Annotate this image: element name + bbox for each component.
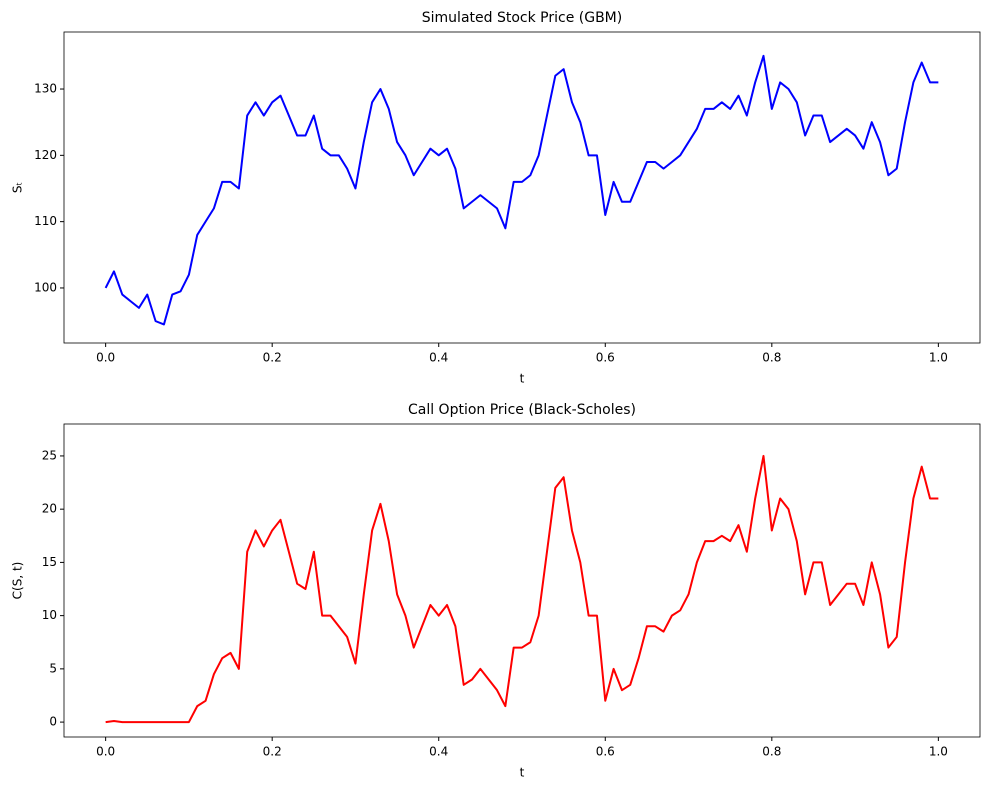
y-tick-label: 110 xyxy=(34,214,57,228)
x-tick-label: 0.8 xyxy=(762,351,781,365)
x-tick-label: 0.4 xyxy=(429,745,448,759)
x-tick-label: 0.0 xyxy=(96,351,115,365)
x-axis-label: t xyxy=(520,372,525,386)
y-tick-label: 120 xyxy=(34,148,57,162)
y-tick-label: 20 xyxy=(42,502,57,516)
y-tick-label: 10 xyxy=(42,608,57,622)
x-tick-label: 1.0 xyxy=(929,745,948,759)
x-tick-label: 0.0 xyxy=(96,745,115,759)
y-tick-label: 5 xyxy=(49,661,57,675)
x-tick-label: 1.0 xyxy=(929,351,948,365)
y-tick-label: 25 xyxy=(42,448,57,462)
axes-frame xyxy=(63,31,981,344)
price-line xyxy=(105,454,939,724)
x-axis-label: t xyxy=(520,766,525,780)
x-tick-label: 0.2 xyxy=(263,351,282,365)
y-axis-label: C(S, t) xyxy=(11,562,25,600)
price-line xyxy=(104,54,939,326)
chart-title: Simulated Stock Price (GBM) xyxy=(422,10,622,26)
y-tick-label: 100 xyxy=(34,280,57,294)
x-tick-label: 0.6 xyxy=(596,745,615,759)
x-tick-label: 0.2 xyxy=(263,745,282,759)
axes-frame xyxy=(63,423,981,738)
x-tick-label: 0.4 xyxy=(429,351,448,365)
y-axis-label: Sₜ xyxy=(11,182,25,193)
y-tick-label: 15 xyxy=(42,555,57,569)
x-tick-label: 0.6 xyxy=(596,351,615,365)
y-tick-label: 0 xyxy=(49,715,57,729)
y-tick-label: 130 xyxy=(34,82,57,96)
x-tick-label: 0.8 xyxy=(762,745,781,759)
chart-title: Call Option Price (Black-Scholes) xyxy=(408,402,636,418)
